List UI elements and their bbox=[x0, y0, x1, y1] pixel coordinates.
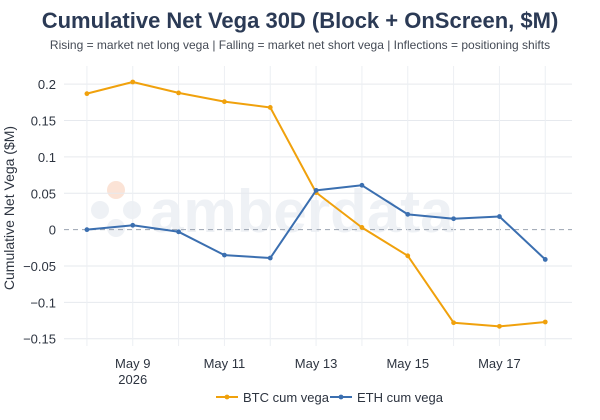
series-point-2 bbox=[176, 229, 181, 235]
chart-title: Cumulative Net Vega 30D (Block + OnScree… bbox=[41, 8, 559, 33]
y-axis-ticks: 0.2 0.15 0.1 0.05 0 −0.05 −0.1 −0.15 bbox=[23, 77, 56, 347]
series-point-1 bbox=[542, 319, 548, 325]
watermark-dot bbox=[107, 181, 125, 199]
legend-label-2: ETH cum vega bbox=[357, 390, 444, 405]
y-tick-label: 0 bbox=[49, 223, 56, 238]
series-point-2 bbox=[405, 211, 411, 217]
y-tick-label: 0.05 bbox=[31, 186, 56, 201]
y-tick-label: 0.1 bbox=[38, 150, 56, 165]
x-tick-label: May 15 bbox=[386, 356, 429, 371]
watermark-dot bbox=[91, 201, 109, 219]
series-point-2 bbox=[497, 214, 502, 219]
legend-marker-1 bbox=[224, 394, 230, 400]
series-point-2 bbox=[542, 257, 548, 262]
chart-subtitle: Rising = market net long vega | Falling … bbox=[49, 38, 551, 52]
x-tick-label: May 13 bbox=[295, 356, 338, 371]
legend-marker-2 bbox=[338, 394, 344, 400]
x-tick-label: May 9 bbox=[115, 356, 150, 371]
watermark: amberdata bbox=[91, 178, 454, 245]
x-tick-label: May 11 bbox=[204, 356, 246, 371]
series-point-1 bbox=[497, 323, 502, 329]
legend-label-1: BTC cum vega bbox=[243, 390, 330, 405]
series-point-1 bbox=[405, 253, 411, 259]
series-point-2 bbox=[267, 255, 273, 261]
series-point-1 bbox=[267, 105, 273, 110]
series-point-1 bbox=[359, 225, 365, 230]
y-tick-label: −0.1 bbox=[30, 295, 56, 310]
series-point-2 bbox=[130, 222, 136, 228]
x-tick-label: May 17 bbox=[478, 356, 521, 371]
grid bbox=[64, 66, 572, 346]
series-point-2 bbox=[313, 187, 319, 193]
y-axis-label: Cumulative Net Vega ($M) bbox=[1, 126, 17, 290]
y-tick-label: −0.15 bbox=[23, 332, 56, 347]
series-point-1 bbox=[130, 79, 136, 85]
series-point-2 bbox=[222, 252, 227, 258]
series-point-1 bbox=[451, 320, 456, 326]
series-point-1 bbox=[222, 99, 227, 105]
series-point-2 bbox=[84, 227, 90, 233]
watermark-dot bbox=[123, 201, 141, 219]
series-point-2 bbox=[451, 216, 456, 222]
y-tick-label: 0.15 bbox=[31, 114, 56, 129]
series-layer bbox=[84, 79, 548, 329]
series-point-1 bbox=[84, 91, 90, 97]
y-tick-label: −0.05 bbox=[23, 259, 56, 274]
series-point-2 bbox=[359, 182, 365, 188]
series-point-1 bbox=[176, 90, 181, 96]
legend: BTC cum vega ETH cum vega bbox=[216, 390, 444, 405]
x-tick-sublabel: 2026 bbox=[118, 372, 147, 387]
watermark-dot bbox=[107, 219, 125, 237]
y-tick-label: 0.2 bbox=[38, 77, 56, 92]
